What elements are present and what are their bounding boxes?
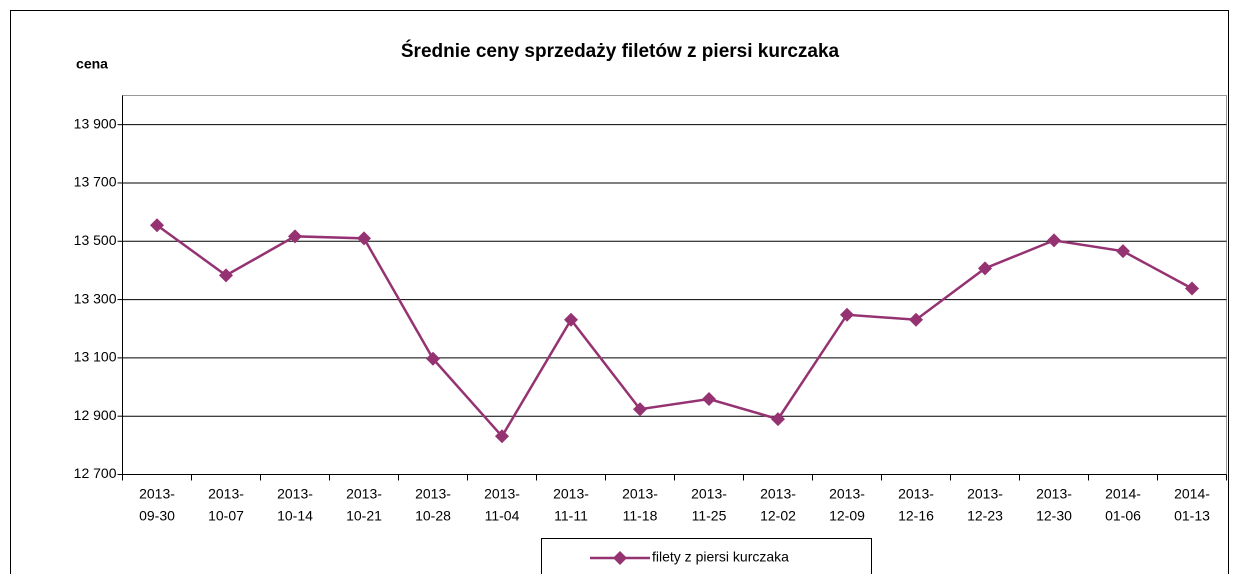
marker (564, 312, 578, 327)
y-tick-label: 13 500 (74, 232, 117, 248)
x-tick-label: 2013-10-14 (277, 486, 313, 524)
y-tick-label: 13 700 (74, 174, 117, 190)
legend (541, 538, 872, 574)
marker (633, 402, 647, 417)
marker (219, 268, 233, 283)
chart-title: Średnie ceny sprzedaży filetów z piersi … (401, 40, 840, 62)
x-tick-label: 2013-11-18 (622, 486, 658, 524)
y-tick-label: 13 900 (74, 115, 117, 131)
y-tick-label: 13 300 (74, 290, 117, 306)
marker (1185, 281, 1199, 296)
x-tick-label: 2013-10-28 (415, 486, 451, 524)
x-tick-label: 2013-11-04 (484, 486, 520, 524)
marker (426, 351, 440, 366)
y-axis-label: cena (76, 56, 108, 72)
y-tick-label: 12 700 (74, 465, 117, 481)
legend-marker (613, 551, 627, 565)
y-tick-label: 13 100 (74, 349, 117, 365)
line (156, 224, 1193, 439)
x-tick-label: 2013-11-11 (553, 486, 589, 524)
marker (909, 312, 923, 327)
marker (978, 261, 992, 276)
marker (840, 307, 854, 322)
marker (1116, 244, 1130, 259)
x-tick-label: 2013-12-09 (829, 486, 865, 524)
x-tick-label: 2013-11-25 (691, 486, 727, 524)
x-tick-label: 2013-12-16 (898, 486, 934, 524)
x-tick-label: 2013-09-30 (139, 486, 175, 524)
legend-label: filety z piersi kurczaka (652, 549, 789, 565)
x-tick-label: 2013-10-21 (346, 486, 382, 524)
x-tick-label: 2013-12-23 (967, 486, 1003, 524)
y-tick-label: 12 900 (74, 407, 117, 423)
x-tick-label: 2013-10-07 (208, 486, 244, 524)
plot-area (122, 95, 1227, 475)
marker (288, 229, 302, 244)
marker (771, 412, 785, 427)
marker (357, 231, 371, 246)
marker (495, 429, 509, 444)
x-tick-label: 2014-01-06 (1105, 486, 1141, 524)
marker (150, 218, 164, 233)
x-tick-label: 2014-01-13 (1174, 486, 1210, 524)
x-tick-label: 2013-12-02 (760, 486, 796, 524)
marker (702, 391, 716, 406)
x-tick-label: 2013-12-30 (1036, 486, 1072, 524)
marker (1047, 233, 1061, 248)
